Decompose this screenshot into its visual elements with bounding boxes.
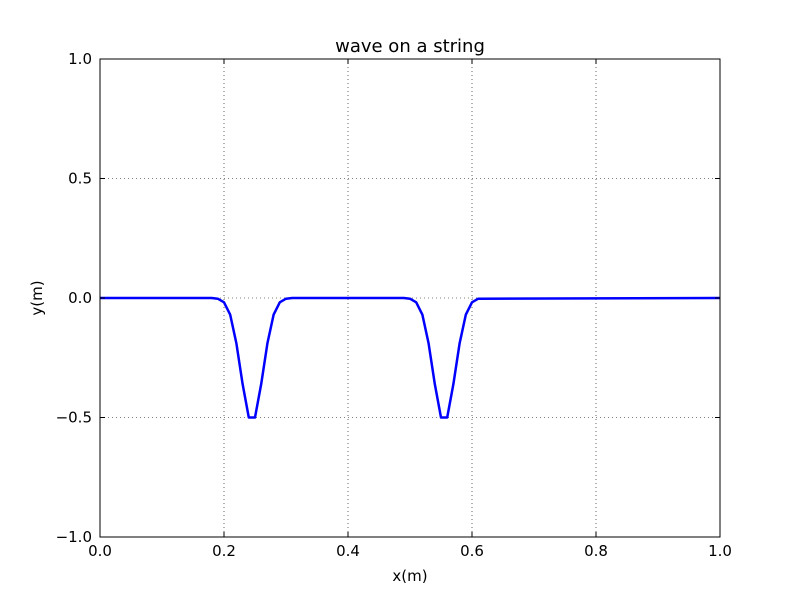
x-tick-label: 0.4 xyxy=(336,542,360,560)
y-tick-label: −0.5 xyxy=(56,409,92,427)
ticks: 0.0 0.2 0.4 0.6 0.8 1.0 1.0 0.5 0.0 −0.5 −1.0 xyxy=(56,50,732,560)
x-tick-label: 0.2 xyxy=(212,542,236,560)
y-tick-label: −1.0 xyxy=(56,528,92,546)
x-tick-label: 0.8 xyxy=(584,542,608,560)
series-line xyxy=(100,296,721,419)
x-axis-title: x(m) xyxy=(392,567,427,585)
series-layer xyxy=(100,296,721,419)
y-tick-label: 0.0 xyxy=(68,289,92,307)
x-tick-label: 0.6 xyxy=(460,542,484,560)
y-tick-label: 1.0 xyxy=(68,50,92,68)
x-tick-label: 0.0 xyxy=(88,542,112,560)
y-axis-title: y(m) xyxy=(28,280,46,315)
x-tick-label: 1.0 xyxy=(708,542,732,560)
y-tick-label: 0.5 xyxy=(68,170,92,188)
chart-title: wave on a string xyxy=(335,36,485,57)
